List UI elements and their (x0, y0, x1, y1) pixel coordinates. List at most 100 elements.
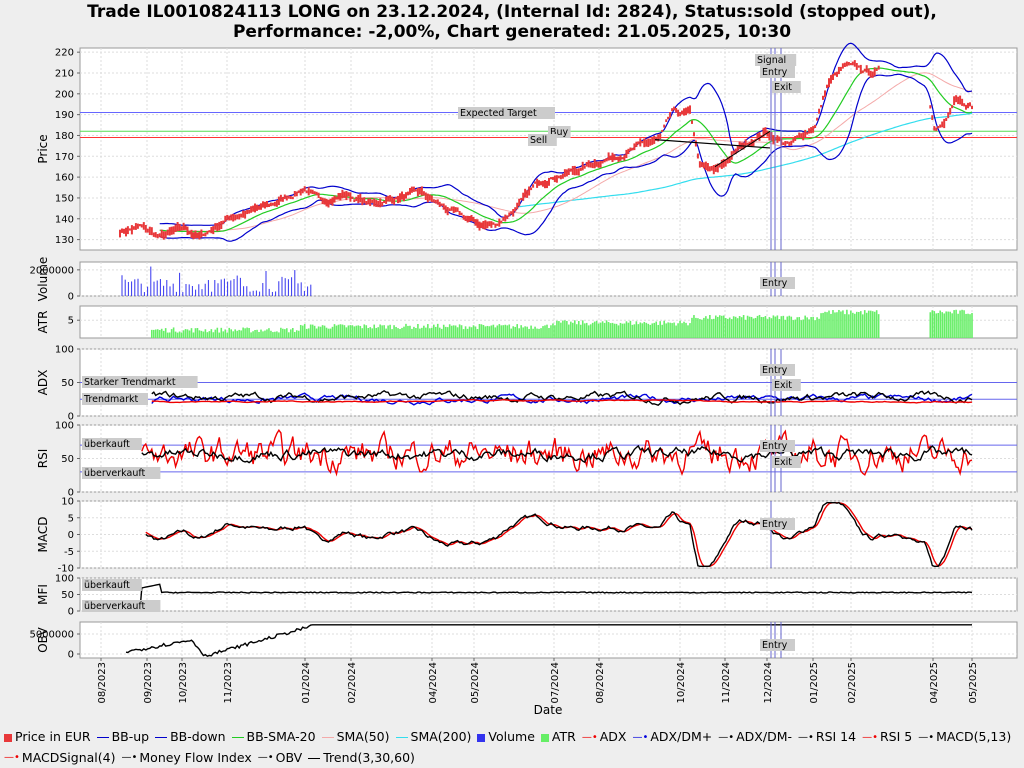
y-tick-label: 150 (55, 193, 74, 204)
price-candle (875, 68, 878, 71)
legend-item: —• ADX/DM- (718, 727, 792, 748)
price-candle (851, 61, 854, 66)
exit-label-bg (772, 81, 801, 93)
legend-label: ADX (599, 729, 627, 744)
price-candle (818, 108, 821, 114)
price-candle (762, 127, 765, 137)
price-candle (238, 213, 241, 220)
rsi-exit-label-bg (772, 456, 801, 468)
mfi-line (126, 583, 973, 612)
legend-label: RSI 14 (815, 729, 857, 744)
legend-swatch (540, 733, 549, 742)
price-candle (182, 222, 185, 231)
y-tick-label: 50 (61, 454, 74, 465)
price-candle (786, 141, 789, 144)
price-candle (567, 168, 570, 175)
price-candle (206, 230, 209, 235)
chart-title-line-1: Trade IL0010824113 LONG on 23.12.2024, (… (87, 2, 937, 22)
price-candle (798, 132, 801, 138)
price-candle (627, 148, 630, 155)
price-candle (132, 226, 135, 230)
price-candle (931, 115, 934, 120)
rsi-ueberkauft-label: überkauft (84, 439, 130, 450)
price-candle (271, 202, 274, 206)
price-candle (778, 136, 781, 142)
price-candle (192, 232, 195, 240)
price-candle (448, 208, 451, 211)
price-candle (158, 233, 161, 238)
price-candle (506, 215, 509, 220)
obv-entry-label-bg (760, 639, 795, 651)
signal-label: Signal (757, 55, 786, 66)
price-candle (657, 134, 660, 142)
legend-swatch: —• (632, 731, 649, 743)
price-candle (180, 226, 183, 231)
legend-label: Trend(3,30,60) (323, 749, 415, 765)
x-tick-label: 10/2023 (178, 662, 189, 704)
price-candle (561, 173, 564, 179)
x-tick-label: 02/2025 (847, 662, 858, 704)
price-candle (202, 233, 205, 236)
mfi-ueberverkauft-label-bg (82, 600, 161, 612)
y-tick-label: 130 (55, 235, 74, 246)
price-candle (834, 72, 836, 76)
price-candle (168, 227, 171, 236)
price-candle (526, 190, 529, 198)
price-candle (262, 201, 264, 208)
price-candle (694, 140, 697, 147)
price-candle (228, 215, 231, 221)
price-candle (125, 227, 127, 237)
price-candle (275, 200, 278, 207)
starker-trendmarkt-label: Starker Trendmarkt (84, 377, 176, 388)
legend-item: BB-SMA-20 (231, 727, 316, 747)
price-candle (943, 118, 946, 129)
price-candle (593, 159, 596, 169)
price-candle (268, 203, 270, 207)
legend-label: MACDSignal(4) (21, 749, 116, 765)
price-candle (867, 68, 870, 76)
price-candle (152, 232, 155, 237)
price-candle (381, 202, 384, 207)
price-candle (405, 192, 407, 199)
price-candle (456, 207, 459, 212)
adx-exit-label-bg (772, 379, 801, 391)
price-candle (839, 66, 842, 71)
price-candle (502, 217, 505, 221)
price-candle (589, 162, 592, 168)
price-candle (710, 166, 713, 171)
price-candle (250, 206, 253, 213)
price-candle (148, 226, 151, 235)
price-candle (432, 199, 435, 203)
price-candle (248, 209, 251, 214)
price-candle (331, 197, 334, 206)
price-candle (591, 162, 594, 169)
price-panel-plot-area (79, 47, 1018, 251)
price-candle (724, 159, 727, 167)
price-candle (625, 149, 628, 158)
trend-line-2 (714, 130, 771, 168)
price-candle (820, 105, 823, 108)
price-candle (845, 61, 848, 67)
price-candle (516, 202, 519, 210)
legend-item: —• RSI 14 (798, 727, 856, 748)
price-candle (822, 95, 824, 100)
price-candle (971, 105, 973, 109)
y-tick-label: 220 (55, 48, 74, 59)
price-candle (498, 218, 501, 227)
legend-item: —• ADX/DM+ (632, 727, 712, 748)
price-candle (377, 200, 380, 208)
price-candle (277, 196, 280, 206)
y-tick-label: 180 (55, 131, 74, 142)
price-candle (569, 168, 572, 172)
volume-panel-plot-area (79, 261, 1018, 297)
price-candle (538, 180, 540, 186)
price-candle (635, 141, 638, 147)
price-candle (555, 175, 558, 183)
price-candle (361, 197, 364, 206)
price-candle (693, 132, 695, 137)
price-candle (220, 221, 223, 229)
expected-target-label-bg (458, 107, 555, 119)
price-candle (126, 226, 129, 235)
chart-title-line-2: Performance: -2,00%, Chart generated: 21… (232, 22, 792, 42)
price-candle (222, 220, 225, 225)
